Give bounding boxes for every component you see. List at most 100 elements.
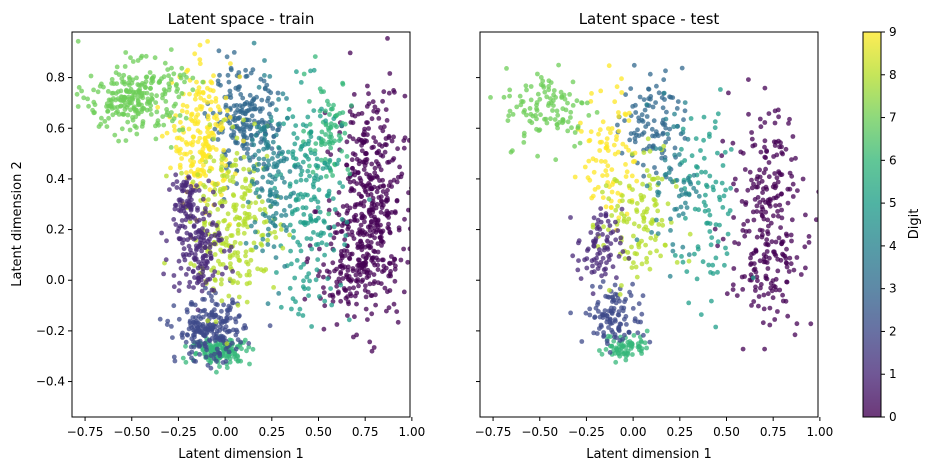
scatter-point-digit-8 bbox=[644, 168, 650, 173]
scatter-point-digit-0 bbox=[363, 150, 369, 156]
scatter-point-digit-5 bbox=[286, 106, 292, 112]
scatter-point-digit-3 bbox=[226, 148, 232, 154]
scatter-point-digit-8 bbox=[665, 201, 671, 207]
scatter-point-digit-4 bbox=[265, 179, 271, 185]
scatter-point-digit-9 bbox=[201, 171, 207, 177]
scatter-point-digit-5 bbox=[308, 130, 314, 135]
scatter-point-digit-8 bbox=[191, 263, 197, 268]
scatter-point-digit-2 bbox=[218, 315, 224, 321]
scatter-point-digit-4 bbox=[256, 156, 262, 162]
scatter-point-digit-3 bbox=[247, 102, 253, 108]
scatter-point-digit-4 bbox=[680, 211, 686, 217]
scatter-point-digit-7 bbox=[556, 62, 561, 68]
scatter-point-digit-9 bbox=[187, 91, 192, 97]
scatter-point-digit-0 bbox=[357, 272, 363, 278]
scatter-point-digit-0 bbox=[385, 289, 390, 295]
scatter-point-digit-3 bbox=[672, 145, 678, 151]
scatter-point-digit-9 bbox=[604, 136, 610, 142]
scatter-point-digit-4 bbox=[655, 189, 660, 195]
scatter-point-digit-2 bbox=[205, 362, 211, 368]
scatter-point-digit-7 bbox=[565, 128, 571, 134]
scatter-point-digit-4 bbox=[271, 244, 277, 250]
scatter-point-digit-0 bbox=[751, 217, 757, 223]
scatter-point-digit-1 bbox=[590, 263, 595, 269]
scatter-point-digit-4 bbox=[253, 190, 259, 196]
scatter-point-digit-4 bbox=[268, 114, 274, 120]
scatter-point-digit-2 bbox=[193, 359, 199, 364]
scatter-point-digit-0 bbox=[348, 188, 354, 194]
scatter-point-digit-3 bbox=[246, 107, 252, 113]
scatter-point-digit-3 bbox=[236, 70, 242, 75]
scatter-point-digit-5 bbox=[316, 187, 322, 193]
scatter-point-digit-3 bbox=[682, 108, 688, 114]
scatter-point-digit-5 bbox=[710, 271, 716, 276]
scatter-point-digit-0 bbox=[783, 231, 789, 237]
scatter-point-digit-0 bbox=[368, 240, 374, 245]
scatter-point-digit-0 bbox=[752, 142, 758, 148]
scatter-point-digit-5 bbox=[315, 232, 321, 238]
scatter-point-digit-4 bbox=[252, 166, 257, 172]
scatter-point-digit-7 bbox=[119, 76, 125, 82]
scatter-point-digit-0 bbox=[344, 139, 350, 145]
scatter-point-digit-0 bbox=[321, 262, 326, 267]
y-tick-label: 0.6 bbox=[46, 121, 65, 135]
scatter-point-digit-0 bbox=[348, 293, 354, 299]
scatter-point-digit-9 bbox=[179, 108, 185, 114]
scatter-point-digit-6 bbox=[319, 89, 324, 95]
scatter-point-digit-0 bbox=[743, 200, 749, 205]
scatter-point-digit-8 bbox=[235, 280, 241, 286]
scatter-point-digit-4 bbox=[676, 213, 682, 218]
scatter-point-digit-9 bbox=[215, 123, 221, 129]
scatter-point-digit-4 bbox=[265, 139, 270, 145]
scatter-point-digit-3 bbox=[681, 117, 686, 123]
scatter-point-digit-0 bbox=[347, 255, 352, 261]
scatter-point-digit-1 bbox=[223, 265, 229, 271]
scatter-point-digit-0 bbox=[779, 207, 784, 213]
scatter-point-digit-3 bbox=[667, 126, 673, 132]
scatter-point-digit-4 bbox=[252, 152, 258, 158]
scatter-point-digit-4 bbox=[260, 174, 266, 180]
scatter-point-digit-0 bbox=[391, 156, 397, 161]
scatter-point-digit-0 bbox=[367, 228, 373, 234]
scatter-point-digit-2 bbox=[213, 301, 219, 307]
scatter-point-digit-6 bbox=[328, 145, 334, 151]
scatter-point-digit-9 bbox=[183, 140, 189, 145]
scatter-point-digit-8 bbox=[227, 178, 233, 184]
scatter-point-digit-0 bbox=[794, 321, 800, 327]
scatter-point-digit-2 bbox=[591, 330, 597, 336]
scatter-point-digit-1 bbox=[202, 245, 208, 251]
scatter-point-digit-0 bbox=[731, 215, 736, 220]
scatter-point-digit-0 bbox=[767, 322, 773, 328]
scatter-point-digit-4 bbox=[674, 206, 679, 212]
scatter-point-digit-4 bbox=[678, 204, 684, 210]
scatter-point-digit-1 bbox=[606, 257, 612, 263]
scatter-point-digit-7 bbox=[179, 91, 185, 96]
scatter-point-digit-5 bbox=[300, 284, 306, 290]
scatter-point-digit-6 bbox=[617, 353, 623, 359]
scatter-point-digit-5 bbox=[298, 265, 304, 270]
scatter-point-digit-9 bbox=[195, 167, 201, 173]
scatter-point-digit-1 bbox=[603, 271, 608, 277]
scatter-point-digit-1 bbox=[171, 217, 177, 222]
scatter-point-digit-1 bbox=[200, 196, 206, 202]
scatter-point-digit-5 bbox=[696, 207, 701, 213]
scatter-point-digit-6 bbox=[326, 102, 331, 108]
colorbar-tick-label: 0 bbox=[889, 410, 897, 424]
scatter-point-digit-1 bbox=[604, 260, 609, 266]
scatter-point-digit-1 bbox=[184, 179, 190, 185]
scatter-point-digit-8 bbox=[229, 233, 235, 238]
scatter-point-digit-5 bbox=[679, 254, 684, 259]
x-tick-label: −0.75 bbox=[67, 425, 104, 439]
scatter-point-digit-0 bbox=[763, 273, 769, 279]
scatter-point-digit-9 bbox=[189, 161, 195, 167]
scatter-point-digit-8 bbox=[220, 262, 226, 267]
scatter-point-digit-9 bbox=[210, 145, 216, 150]
scatter-point-digit-8 bbox=[625, 250, 631, 255]
scatter-point-digit-2 bbox=[192, 334, 197, 340]
scatter-point-digit-7 bbox=[575, 124, 581, 129]
scatter-point-digit-0 bbox=[775, 209, 780, 214]
x-tick-label: −0.50 bbox=[113, 425, 150, 439]
scatter-point-digit-3 bbox=[635, 127, 640, 133]
scatter-point-digit-0 bbox=[348, 251, 353, 257]
